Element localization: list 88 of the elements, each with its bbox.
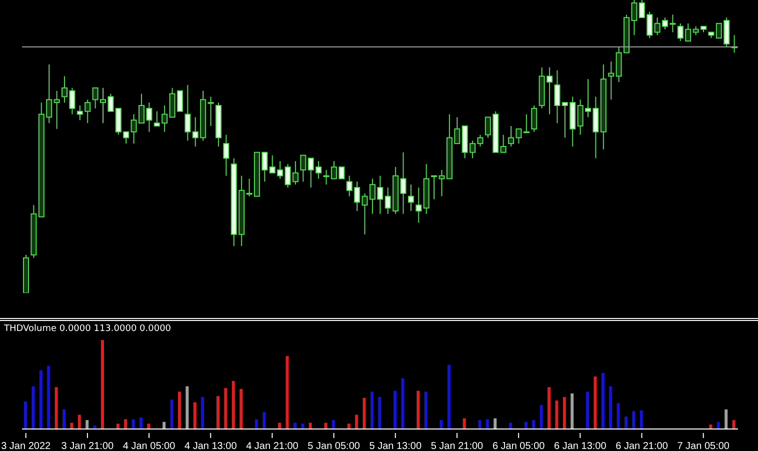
bar [401, 378, 404, 429]
bar [39, 370, 42, 429]
bar [462, 418, 466, 429]
candlestick [208, 96, 214, 126]
x-tick-label: 6 Jan 21:00 [616, 441, 668, 451]
bar [178, 392, 181, 429]
bar [478, 420, 482, 429]
bar [186, 386, 189, 429]
bar [139, 417, 142, 429]
bar [440, 420, 443, 429]
bar [224, 388, 228, 429]
bar [640, 410, 643, 429]
bar [709, 424, 712, 429]
x-tick-label: 3 Jan 2022 [1, 441, 52, 451]
bar [586, 392, 590, 429]
bar [594, 376, 597, 429]
candlestick [300, 154, 306, 182]
x-tick-label: 4 Jan 05:00 [122, 441, 176, 451]
bar [193, 402, 196, 429]
bar [24, 401, 27, 429]
x-tick-label: 5 Jan 21:00 [430, 441, 484, 451]
bar [286, 356, 289, 429]
x-tick-label: 6 Jan 05:00 [492, 441, 546, 451]
bar [486, 419, 489, 429]
bar [62, 409, 66, 429]
bar [78, 414, 81, 429]
bar [362, 398, 366, 429]
x-tick-label: 4 Jan 21:00 [246, 441, 299, 451]
bar [601, 372, 604, 429]
bar [532, 420, 536, 429]
bar [355, 414, 358, 429]
bar [616, 403, 620, 429]
bar [254, 419, 258, 429]
bar [32, 386, 35, 429]
bar [540, 404, 543, 429]
bar [162, 422, 166, 429]
candlestick [531, 104, 538, 132]
bar [47, 366, 50, 429]
bar [555, 400, 558, 429]
candlestick [223, 134, 230, 176]
bar [232, 380, 235, 429]
bar [394, 390, 397, 429]
bar [116, 424, 120, 429]
bar [548, 387, 551, 429]
bar [416, 390, 420, 429]
bar [716, 422, 720, 429]
bar [524, 422, 528, 429]
bar [216, 396, 220, 429]
bar [262, 412, 266, 429]
chart-title: THDVolume 0.0000 113.0000 0.0000 [4, 324, 172, 334]
bar [240, 388, 243, 429]
x-tick-label: 5 Jan 05:00 [308, 441, 360, 451]
bar [332, 420, 335, 429]
bar [378, 396, 382, 429]
candlestick [523, 114, 530, 134]
bar [724, 409, 728, 429]
candlestick [54, 90, 60, 130]
bar [132, 419, 135, 429]
bar [124, 419, 128, 429]
bar [347, 424, 350, 429]
x-tick-label: 7 Jan 05:00 [677, 441, 730, 451]
candlestick [554, 70, 560, 124]
bar [301, 424, 304, 429]
bar [54, 387, 58, 429]
bar [570, 393, 574, 429]
candlestick [500, 134, 506, 153]
bar [624, 416, 628, 429]
x-tick-label: 5 Jan 13:00 [369, 441, 422, 451]
bar [147, 424, 150, 429]
candlestick [416, 187, 422, 224]
bar [86, 420, 89, 429]
bar [370, 392, 374, 429]
bar [201, 396, 204, 429]
bar [632, 411, 636, 429]
bar [562, 396, 566, 429]
candlestick [184, 84, 191, 142]
x-tick-label: 4 Jan 13:00 [184, 441, 238, 451]
bar [424, 392, 428, 429]
bar [100, 340, 104, 429]
bar [494, 418, 497, 429]
bar [609, 386, 612, 429]
x-tick-label: 6 Jan 13:00 [554, 441, 607, 451]
candlestick [408, 184, 414, 212]
candlestick [608, 61, 614, 100]
x-tick-label: 3 Jan 21:00 [61, 441, 114, 451]
bar [447, 364, 450, 429]
bar [170, 400, 174, 429]
bar [732, 420, 736, 429]
